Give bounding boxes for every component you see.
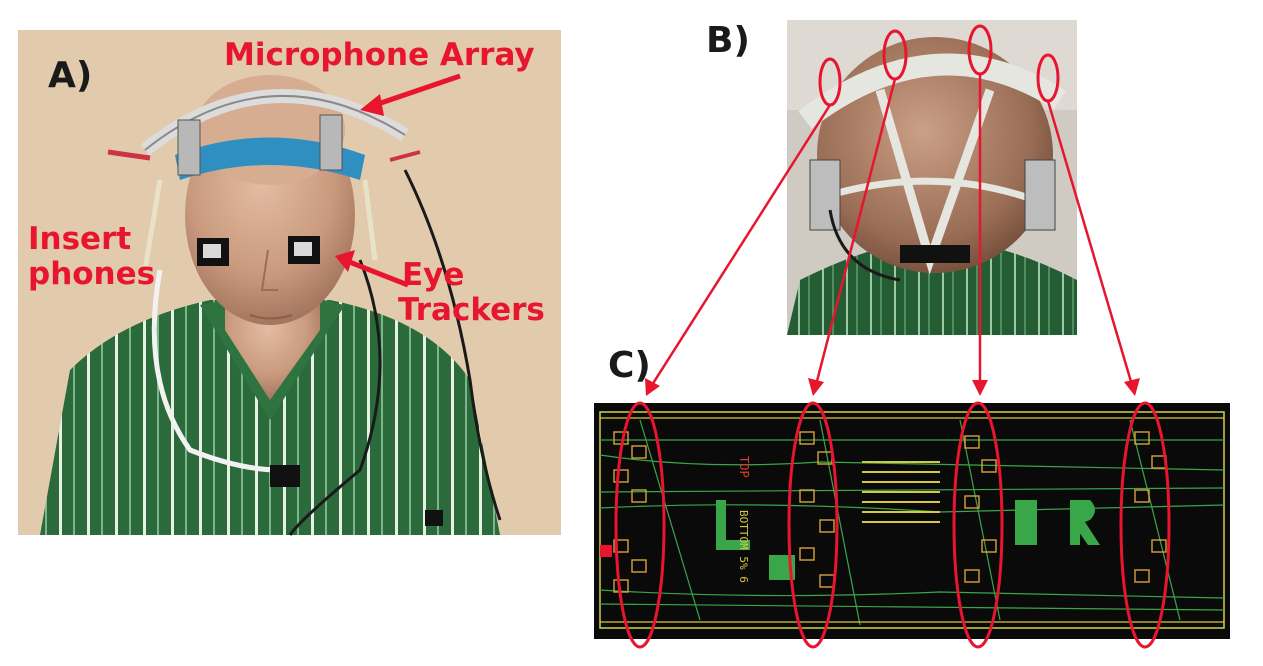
callout-insert-phones-line1: Insert bbox=[28, 221, 132, 257]
arrow-mic-4 bbox=[1046, 100, 1134, 386]
panel-c-mic-markers bbox=[614, 401, 1171, 649]
panel-a-arrows bbox=[335, 73, 461, 288]
panel-a-photo bbox=[18, 30, 561, 536]
callout-insert-phones-line2: phones bbox=[28, 255, 156, 292]
callout-insert-phones: Insert phones bbox=[28, 222, 155, 291]
pcb-label-bottom: BOTTOM 5% 6 bbox=[737, 510, 750, 583]
panel-label-a: A) bbox=[48, 55, 93, 96]
panel-b-photo bbox=[787, 20, 1077, 335]
panel-label-b: B) bbox=[706, 20, 750, 61]
mic-marker-c-3 bbox=[952, 401, 1004, 649]
arrow-mic-2 bbox=[814, 78, 897, 386]
mannequin-head-top-view bbox=[817, 37, 1053, 273]
blue-headband bbox=[175, 137, 365, 180]
arrow-microphone-array bbox=[371, 73, 461, 109]
b-to-c-arrows bbox=[645, 74, 1140, 396]
arrow-mic-1 bbox=[650, 104, 832, 386]
panel-label-c: C) bbox=[608, 345, 651, 386]
callout-eye-trackers-line1: Eye bbox=[402, 257, 465, 293]
callout-eye-trackers-line2: Trackers bbox=[398, 291, 545, 328]
arrow-eye-trackers bbox=[346, 258, 409, 288]
mic-marker-c-4 bbox=[1119, 401, 1171, 649]
mic-marker-c-1 bbox=[614, 401, 666, 649]
panel-c-pcb-layout: TOP BOTTOM 5% 6 bbox=[594, 403, 1230, 639]
callout-microphone-array: Microphone Array bbox=[224, 37, 535, 73]
cable bbox=[151, 269, 281, 473]
callout-eye-trackers: Eye Trackers bbox=[398, 258, 545, 327]
pcb-label-top: TOP bbox=[737, 456, 751, 478]
mic-marker-c-2 bbox=[787, 401, 839, 649]
